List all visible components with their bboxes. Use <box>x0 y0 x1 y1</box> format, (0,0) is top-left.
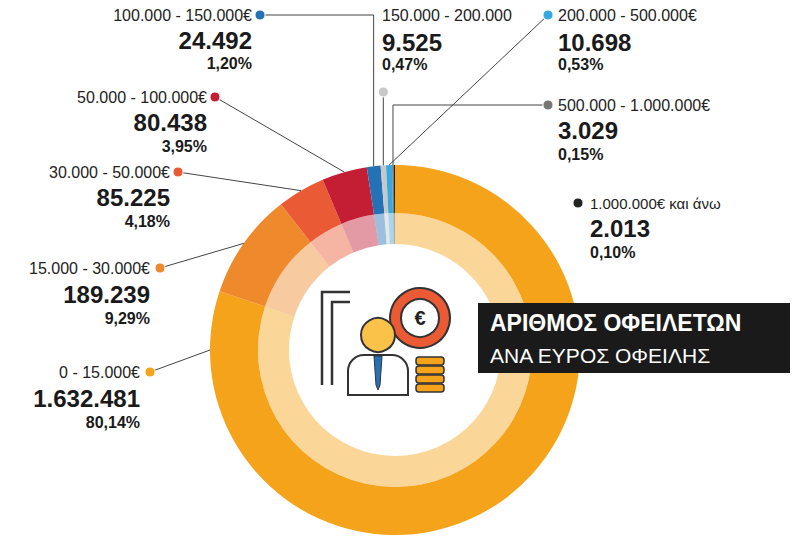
svg-text:80,14%: 80,14% <box>86 414 140 431</box>
svg-text:50.000 - 100.000€: 50.000 - 100.000€ <box>77 89 207 106</box>
svg-text:1,20%: 1,20% <box>207 55 252 72</box>
svg-text:15.000 - 30.000€: 15.000 - 30.000€ <box>29 260 150 277</box>
svg-text:1.632.481: 1.632.481 <box>33 385 140 412</box>
svg-text:9.525: 9.525 <box>382 29 442 56</box>
svg-text:2.013: 2.013 <box>590 215 650 242</box>
svg-text:30.000 - 50.000€: 30.000 - 50.000€ <box>49 164 170 181</box>
svg-text:ΑΡΙΘΜΟΣ ΟΦΕΙΛΕΤΩΝ: ΑΡΙΘΜΟΣ ΟΦΕΙΛΕΤΩΝ <box>490 310 741 336</box>
svg-text:€: € <box>414 307 425 329</box>
svg-text:0,47%: 0,47% <box>382 56 427 73</box>
svg-text:0,53%: 0,53% <box>558 56 603 73</box>
svg-text:3,95%: 3,95% <box>162 138 207 155</box>
svg-text:9,29%: 9,29% <box>105 310 150 327</box>
svg-text:0,10%: 0,10% <box>590 244 635 261</box>
svg-text:10.698: 10.698 <box>558 29 631 56</box>
svg-text:1.000.000€ και άνω: 1.000.000€ και άνω <box>590 195 721 212</box>
svg-text:0,15%: 0,15% <box>558 146 603 163</box>
svg-text:80.438: 80.438 <box>134 109 207 136</box>
svg-text:189.239: 189.239 <box>63 281 150 308</box>
svg-text:24.492: 24.492 <box>179 27 252 54</box>
svg-text:85.225: 85.225 <box>97 184 170 211</box>
svg-text:500.000 - 1.000.000€: 500.000 - 1.000.000€ <box>558 97 710 114</box>
svg-text:150.000 - 200.000: 150.000 - 200.000 <box>382 7 512 24</box>
svg-text:100.000 - 150.000€: 100.000 - 150.000€ <box>113 7 252 24</box>
svg-text:4,18%: 4,18% <box>125 213 170 230</box>
svg-text:0 - 15.000€: 0 - 15.000€ <box>59 364 140 381</box>
svg-text:200.000 - 500.000€: 200.000 - 500.000€ <box>558 7 697 24</box>
svg-text:3.029: 3.029 <box>558 117 618 144</box>
svg-text:ΑΝΑ ΕΥΡΟΣ ΟΦΕΙΛΗΣ: ΑΝΑ ΕΥΡΟΣ ΟΦΕΙΛΗΣ <box>490 344 710 367</box>
